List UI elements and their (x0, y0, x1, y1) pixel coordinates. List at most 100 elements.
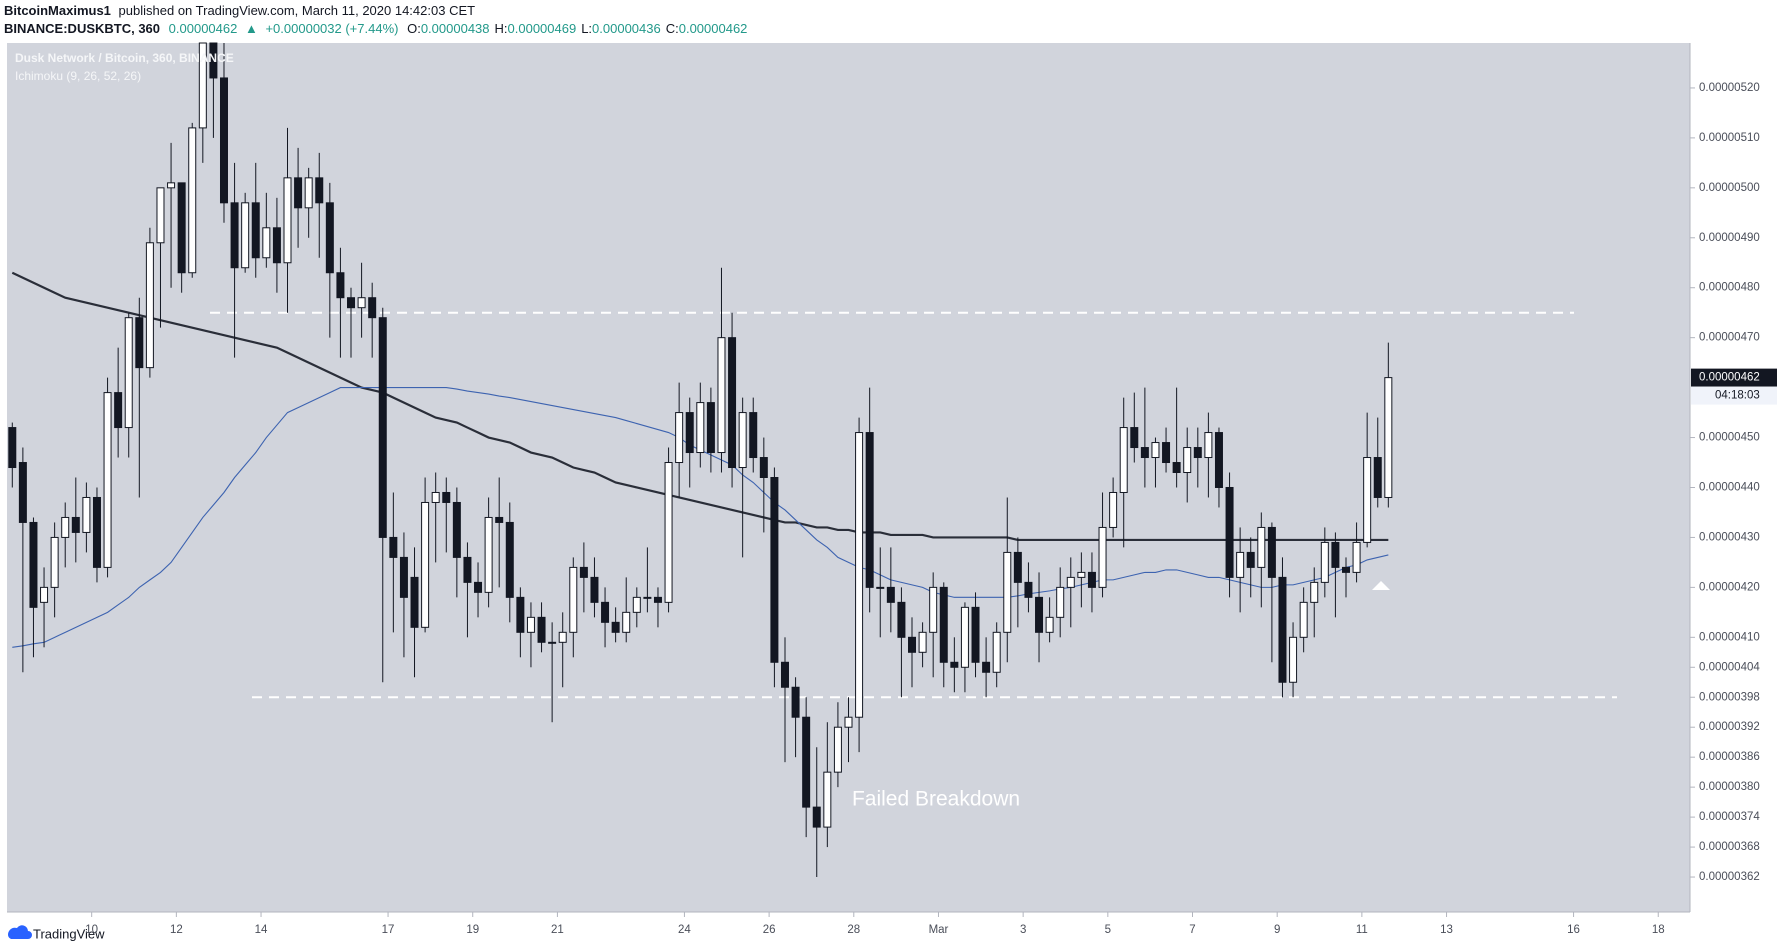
candle-body (1066, 576, 1075, 588)
candle-body (1214, 432, 1223, 488)
candle-body (653, 596, 662, 603)
y-tick-label: 0.00000440 (1699, 482, 1760, 494)
candle-body (1119, 427, 1128, 493)
candle-body (1246, 551, 1255, 568)
y-tick-label: 0.00000398 (1699, 691, 1760, 703)
x-tick-label: 7 (1189, 924, 1195, 936)
x-tick-label: 10 (85, 924, 98, 936)
candle-body (1109, 491, 1118, 528)
candle-body (897, 601, 906, 638)
y-tick-label: 0.00000500 (1699, 182, 1760, 194)
candle-body (1310, 581, 1319, 603)
ohlc-value: 0.00000438 (421, 21, 490, 36)
candle-body (823, 771, 832, 828)
candle-body (410, 576, 419, 628)
brand-logo (7, 925, 33, 939)
y-tick-label: 0.00000450 (1699, 432, 1760, 444)
candle-body (1352, 541, 1361, 573)
candle-body (484, 516, 493, 593)
x-tick-label: 5 (1105, 924, 1111, 936)
last-price-label: 0.00000462 (1699, 372, 1760, 384)
candle-body (950, 661, 959, 668)
candle-body (696, 402, 705, 454)
candle-body (272, 227, 281, 264)
indicator-legend: Ichimoku (9, 26, 52, 26) (15, 69, 141, 83)
published: published on TradingView.com, March 11, … (119, 3, 476, 18)
x-tick-label: 11 (1356, 924, 1368, 936)
x-tick-label: 12 (170, 924, 183, 936)
candle-body (1278, 576, 1287, 683)
candle-body (1257, 526, 1266, 568)
candle-body (145, 242, 154, 369)
x-tick-label: 16 (1567, 924, 1580, 936)
candle-body (1299, 601, 1308, 638)
candle-body (749, 412, 758, 459)
chart-title: Dusk Network / Bitcoin, 360, BINANCE (15, 51, 234, 65)
candle-body (1363, 457, 1372, 543)
candle-body (1341, 566, 1350, 573)
candle-body (558, 631, 567, 643)
candle-body (548, 641, 557, 644)
ohlc-key: L: (581, 21, 592, 36)
candle-body (791, 686, 800, 718)
candle-body (918, 631, 927, 653)
y-tick-label: 0.00000386 (1699, 751, 1760, 763)
y-tick-label: 0.00000490 (1699, 232, 1760, 244)
x-tick-label: Mar (929, 924, 949, 936)
candle-body (992, 631, 1001, 673)
candle-body (40, 586, 49, 603)
candle-body (632, 596, 641, 613)
countdown: 04:18:03 (1715, 390, 1760, 402)
plot (8, 42, 1617, 878)
brand: TradingView (33, 926, 105, 941)
logo-icon (7, 925, 33, 939)
candle-body (230, 202, 239, 269)
candle-body (537, 616, 546, 643)
candle-body (325, 202, 334, 274)
ohlc-key: H: (495, 21, 508, 36)
annotation: Failed Breakdown (852, 788, 1020, 811)
candle-body (219, 77, 228, 204)
candle-body (389, 536, 398, 558)
candle-body (1204, 432, 1213, 459)
candle-body (579, 566, 588, 578)
candle-body (1236, 551, 1245, 578)
candle-body (876, 586, 885, 589)
candle-body (982, 661, 991, 673)
candle-body (452, 501, 461, 558)
x-tick-label: 26 (763, 924, 776, 936)
y-tick-label: 0.00000368 (1699, 841, 1760, 853)
candle-body (622, 611, 631, 633)
x-tick-label: 24 (678, 924, 691, 936)
candle-body (505, 521, 514, 598)
candle-body (167, 182, 176, 189)
candle-body (611, 621, 620, 633)
candle-body (1331, 541, 1340, 568)
signal-arrow (1372, 581, 1390, 590)
x-tick-label: 21 (551, 924, 564, 936)
candle-body (103, 392, 112, 568)
y-tick-label: 0.00000480 (1699, 282, 1760, 294)
candle-body (1267, 526, 1276, 578)
candle-body (844, 716, 853, 728)
candle-body (368, 297, 377, 319)
candle-body (156, 187, 165, 244)
candle-body (18, 462, 27, 523)
candle-body (124, 317, 133, 429)
candle-body (1225, 486, 1234, 578)
candle-body (1056, 586, 1065, 618)
candle-body (1130, 427, 1139, 449)
y-tick-label: 0.00000380 (1699, 781, 1760, 793)
candle-body (114, 392, 123, 429)
candle-body (92, 496, 101, 568)
candle-body (675, 412, 684, 464)
candle-body (526, 616, 535, 633)
candle-body (780, 661, 789, 688)
ohlc-key: O: (407, 21, 421, 36)
candle-body (1013, 551, 1022, 583)
candle-body (262, 227, 271, 259)
x-tick-label: 28 (847, 924, 860, 936)
candle-body (378, 317, 387, 538)
